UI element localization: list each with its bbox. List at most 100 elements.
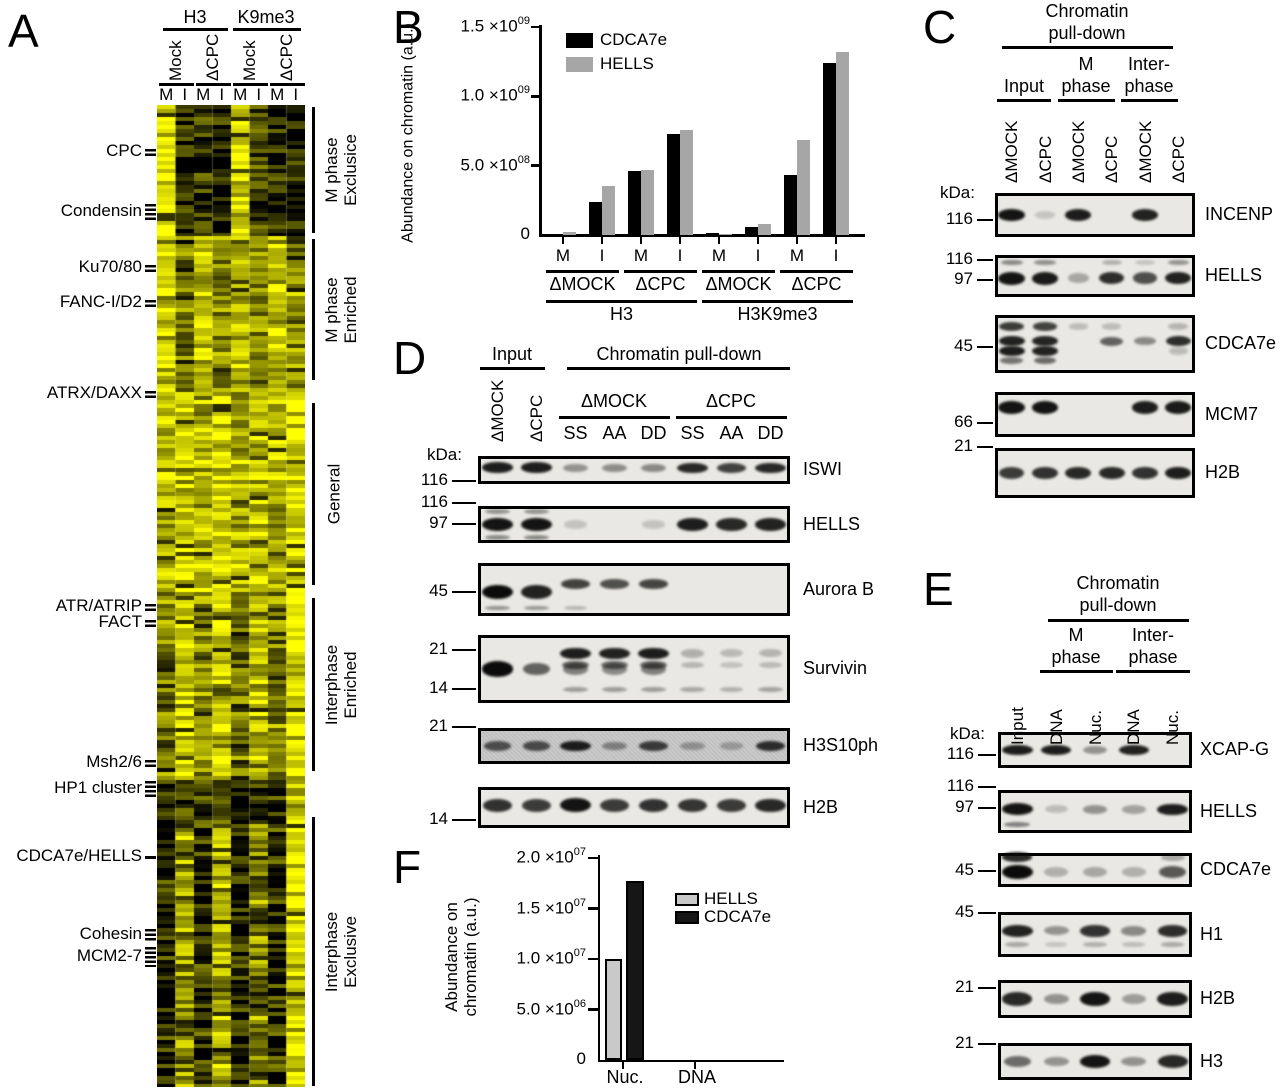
protein-band: [560, 740, 591, 752]
kda-marker-dash: [452, 501, 476, 505]
kda-marker-value: 116: [945, 249, 973, 268]
c-title-line1: Chromatin: [1045, 1, 1129, 21]
blot-box-H2B: [995, 448, 1195, 498]
protein-band: [1043, 1056, 1069, 1067]
b-bar-CDCA7e: [589, 201, 602, 235]
kda-marker-value: 97: [429, 513, 448, 532]
e-group-interphase-underline: [1116, 670, 1190, 673]
protein-band: [601, 741, 627, 751]
c-lane-label: ΔCPC: [1168, 135, 1188, 183]
protein-band: [522, 662, 551, 676]
protein-band: [1002, 925, 1033, 937]
heatmap-row-label: ATR/ATRIP: [55, 596, 142, 615]
heatmap-row-label: CDCA7e/HELLS: [16, 846, 142, 865]
b-bar-HELLS: [719, 234, 732, 235]
b-group-line: [624, 270, 697, 273]
blot-box-MCM7: [995, 392, 1195, 437]
d-mutant-lane-label: SS: [680, 423, 705, 443]
b-group-label: ΔCPC: [635, 274, 686, 294]
protein-band: [680, 742, 705, 750]
protein-band: [1082, 745, 1108, 755]
protein-band: [1033, 356, 1057, 364]
section-bracket: [312, 107, 315, 233]
kda-marker-value: 14: [429, 809, 448, 828]
e-title-line1: Chromatin: [1076, 573, 1160, 593]
heatmap-phase-label: M: [233, 85, 248, 104]
b-bar-CDCA7e: [823, 63, 836, 235]
section-label: Interphase Exclusive: [322, 911, 360, 992]
protein-band: [1132, 272, 1158, 284]
f-y-axis: [597, 855, 600, 1062]
b-x-tick: [756, 237, 760, 244]
protein-band: [602, 687, 627, 692]
blot-target-label: INCENP: [1205, 204, 1274, 224]
f-y-tick: [588, 907, 598, 910]
protein-band: [1168, 323, 1189, 330]
f-x-tick: [621, 1062, 625, 1069]
protein-band: [1083, 942, 1107, 947]
blot-target-label: HELLS: [803, 513, 861, 534]
heatmap-row-tick: [145, 390, 156, 398]
kda-marker-value: 97: [955, 797, 974, 816]
kda-marker-value: 116: [946, 744, 974, 763]
protein-band: [484, 508, 510, 514]
protein-band: [1168, 347, 1189, 355]
kda-marker-dash: [978, 785, 996, 789]
b-bar-HELLS: [836, 51, 849, 235]
section-label: General: [324, 463, 344, 525]
blot-target-label: XCAP-G: [1200, 739, 1270, 759]
heatmap-treatment-label: ΔCPC: [277, 33, 296, 81]
protein-band: [523, 534, 550, 540]
protein-band: [677, 462, 708, 473]
protein-band: [520, 518, 552, 531]
b-x-tick: [717, 237, 721, 244]
blot-target-label: CDCA7e: [1205, 333, 1277, 353]
c-group-mphase-line2: phase: [1061, 76, 1111, 96]
b-y-tick: [531, 95, 540, 98]
protein-band: [523, 508, 549, 514]
protein-band: [1122, 942, 1146, 947]
heatmap-row-tick: [145, 299, 156, 307]
c-lane-label: ΔMOCK: [1002, 120, 1022, 183]
b-y-tick-label: 1.5 ×1009: [460, 15, 530, 36]
protein-band: [755, 518, 786, 531]
b-group-line: [702, 270, 775, 273]
protein-band: [638, 798, 669, 813]
heatmap-canvas: [157, 105, 305, 1087]
protein-band: [1035, 211, 1055, 219]
protein-band: [564, 520, 587, 529]
kda-marker-value: 21: [429, 639, 448, 658]
protein-band: [998, 401, 1025, 415]
f-x-cat-label: DNA: [677, 1067, 717, 1087]
f-y-tick: [588, 1008, 598, 1011]
heatmap-group-h3-underline: [163, 28, 228, 31]
protein-band: [1065, 209, 1092, 221]
b-legend-label-cdca7e: CDCA7e: [600, 30, 668, 49]
protein-band: [561, 660, 590, 670]
protein-band: [1165, 271, 1192, 285]
heatmap-row-tick: [145, 619, 156, 627]
protein-band: [639, 579, 668, 590]
blot-target-label: H2B: [1205, 462, 1241, 482]
heatmap-row-label: HP1 cluster: [54, 778, 142, 797]
c-title-line2: pull-down: [1048, 23, 1126, 43]
kda-marker-dash: [978, 753, 996, 757]
protein-band: [1000, 259, 1023, 266]
b-group-line: [546, 270, 619, 273]
protein-band: [677, 798, 708, 812]
protein-band: [1082, 804, 1108, 814]
kda-marker-dash: [452, 590, 476, 594]
blot-target-label: H1: [1200, 923, 1224, 944]
protein-band: [1098, 271, 1125, 285]
b-bar-HELLS: [758, 224, 771, 235]
b-y-axis-label: Abundance on chromatin (a.u.): [399, 23, 417, 243]
b-y-tick: [531, 25, 540, 29]
b-super-line: [546, 300, 697, 303]
protein-band: [677, 518, 708, 531]
blot-box-H3S10ph: [478, 728, 790, 764]
f-y-tick-label: 1.0 ×1007: [516, 947, 586, 968]
kda-marker-dash: [977, 258, 993, 262]
b-bar-HELLS: [797, 140, 810, 235]
protein-band: [1032, 345, 1058, 357]
b-bar-CDCA7e: [628, 170, 641, 235]
